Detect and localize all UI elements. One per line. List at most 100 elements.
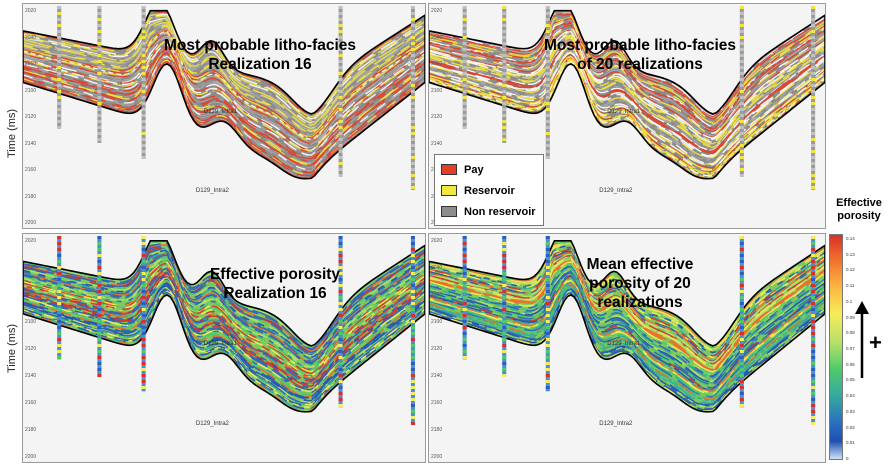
well-log-segment [462,356,467,359]
seismic-layer [23,257,425,368]
well-log-segment [338,138,343,141]
well-log-segment [141,12,146,15]
well-log-segment [811,72,816,75]
well-log-segment [410,248,415,251]
well-log-segment [462,24,467,27]
well-log-segment [545,350,550,353]
well-log-segment [502,108,507,111]
time-tick-label: 2100 [431,319,443,325]
horizon-label-upper: D129_Intra1 [203,341,237,348]
well-log-segment [97,278,102,281]
time-tick-label: 2200 [431,454,443,460]
well-log-segment [502,374,507,377]
seismic-layer [429,279,825,396]
seismic-layer [429,21,825,130]
seismic-layer [429,244,825,352]
well-log-segment [811,174,816,177]
well-log-segment [811,36,816,39]
well-log-segment [462,320,467,323]
time-tick-label: 2120 [25,114,37,120]
well-log-segment [141,126,146,129]
horizon-outline [23,9,425,180]
legend-label-reservoir: Reservoir [464,184,515,197]
well-log-segment [739,260,744,263]
seismic-layer [429,264,825,376]
well-log-segment [338,320,343,323]
well-log-segment [338,114,343,117]
seismic-layer [429,22,825,131]
well-log-segment [97,132,102,135]
well-log-segment [141,42,146,45]
well-log-segment [410,290,415,293]
well-log-segment [545,132,550,135]
well-log-segment [502,102,507,105]
well-log-segment [739,90,744,93]
seismic-layer [429,40,825,151]
well-log-segment [97,272,102,275]
well-log-segment [338,278,343,281]
well-log-segment [462,120,467,123]
well-log-segment [141,150,146,153]
well-log-segment [338,344,343,347]
well-log-segment [462,36,467,39]
well-log-segment [462,60,467,63]
well-log-segment [502,48,507,51]
well-log-segment [141,54,146,57]
well-log-segment [97,302,102,305]
well-log-segment [462,126,467,129]
colorbar-tick-label: 0.11 [846,283,855,289]
well-log-segment [410,60,415,63]
well-log-segment [338,84,343,87]
well-log-segment [410,150,415,153]
well-log-segment [57,48,62,51]
time-tick-label: 2040 [431,265,443,271]
well-log-segment [811,254,816,257]
well-log-segment [141,260,146,263]
well-log-segment [410,356,415,359]
well-log-segment [97,120,102,123]
well-log-segment [811,126,816,129]
seismic-layer [23,275,425,390]
well-log-segment [502,54,507,57]
seismic-layer [23,24,425,132]
well-log-segment [410,144,415,147]
well-log-segment [811,186,816,189]
seismic-layer [429,24,825,133]
seismic-layer [23,41,425,153]
colorbar-tick-label: 0.12 [846,267,855,273]
well-log-segment [811,410,816,413]
seismic-layer [429,61,825,178]
well-log-segment [502,338,507,341]
well-log-segment [338,398,343,401]
well-log-segment [739,362,744,365]
well-log-segment [502,114,507,117]
y-axis-label-top: Time (ms) [6,108,18,158]
well-log-segment [141,60,146,63]
seismic-layer [23,262,425,375]
colorbar-tick-label: 0.07 [846,346,855,351]
seismic-layer [23,261,425,373]
well-log-segment [739,302,744,305]
well-log-segment [141,332,146,335]
well-log-segment [545,120,550,123]
well-log-segment [502,18,507,21]
well-log-segment [57,96,62,99]
well-log-segment [739,278,744,281]
well-log-segment [739,374,744,377]
well-log-segment [811,398,816,401]
well-log-segment [545,108,550,111]
well-log-segment [410,350,415,353]
seismic-layer [23,264,425,376]
well-log-segment [97,248,102,251]
well-log-segment [739,350,744,353]
seismic-layer [23,270,425,384]
time-tick-label: 2100 [25,87,37,94]
seismic-layer [429,46,825,159]
well-log-segment [739,138,744,141]
well-log-segment [141,36,146,39]
seismic-layer [429,281,825,398]
colorbar-tick-label: 0.14 [846,236,855,241]
well-log-segment [811,108,816,111]
well-log-segment [338,78,343,81]
seismic-layer [23,49,425,163]
